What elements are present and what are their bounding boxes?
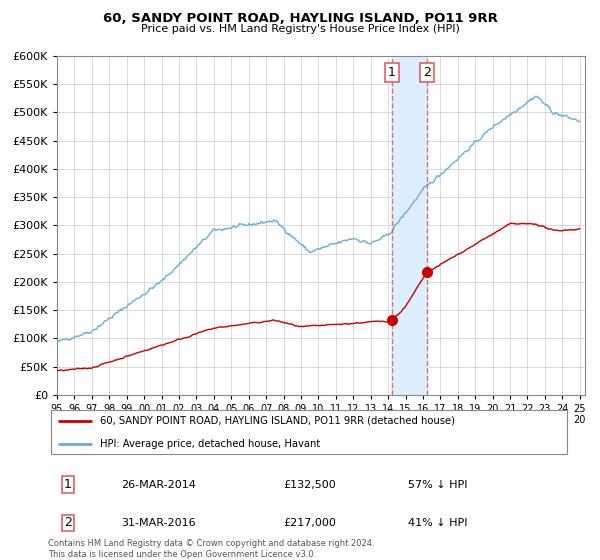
Text: £217,000: £217,000 <box>283 518 336 528</box>
Text: £132,500: £132,500 <box>283 480 335 490</box>
Text: Contains HM Land Registry data © Crown copyright and database right 2024.
This d: Contains HM Land Registry data © Crown c… <box>48 539 374 559</box>
FancyBboxPatch shape <box>50 409 568 454</box>
Text: 60, SANDY POINT ROAD, HAYLING ISLAND, PO11 9RR (detached house): 60, SANDY POINT ROAD, HAYLING ISLAND, PO… <box>100 416 455 426</box>
Text: 1: 1 <box>64 478 72 491</box>
Bar <box>392 56 427 395</box>
Text: Price paid vs. HM Land Registry's House Price Index (HPI): Price paid vs. HM Land Registry's House … <box>140 24 460 34</box>
Text: 31-MAR-2016: 31-MAR-2016 <box>121 518 196 528</box>
Text: 2: 2 <box>64 516 72 529</box>
Text: 1: 1 <box>388 66 396 79</box>
Text: 41% ↓ HPI: 41% ↓ HPI <box>408 518 467 528</box>
Text: 26-MAR-2014: 26-MAR-2014 <box>121 480 196 490</box>
Text: 57% ↓ HPI: 57% ↓ HPI <box>408 480 467 490</box>
Text: 2: 2 <box>424 66 431 79</box>
Text: 60, SANDY POINT ROAD, HAYLING ISLAND, PO11 9RR: 60, SANDY POINT ROAD, HAYLING ISLAND, PO… <box>103 12 497 25</box>
Text: HPI: Average price, detached house, Havant: HPI: Average price, detached house, Hava… <box>100 438 320 449</box>
